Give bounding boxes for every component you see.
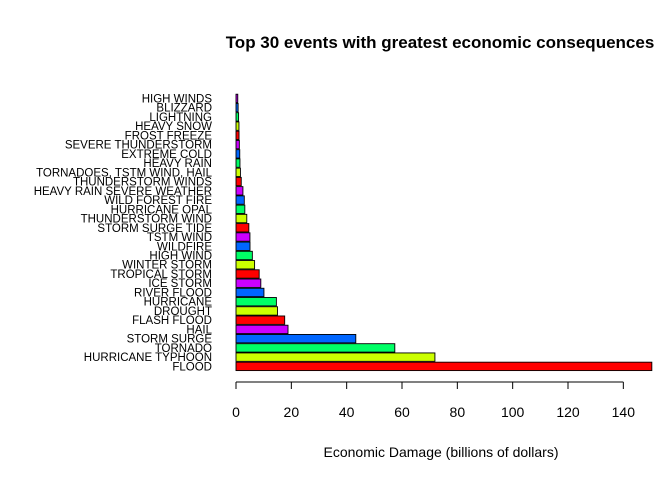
bar-heavy-rain: [235, 158, 241, 168]
bars-group: [235, 93, 653, 372]
bar-storm-surge-tide: [235, 223, 250, 233]
bar-thunderstorm-wind: [235, 213, 248, 224]
category-label: FLOOD: [172, 361, 212, 373]
category-label: THUNDERSTORM WIND: [81, 214, 212, 226]
bar-tstm-wind: [235, 232, 251, 242]
bar-drought: [235, 306, 278, 316]
category-label: HURRICANE TYPHOON: [84, 352, 212, 364]
bar-tropical-storm: [235, 269, 260, 279]
category-label: HURRICANE OPAL: [111, 204, 213, 216]
x-tick-label: 60: [394, 404, 410, 420]
bar-lightning: [235, 112, 240, 122]
category-label: FLASH FLOOD: [132, 315, 212, 327]
category-label: ICE STORM: [148, 278, 212, 290]
category-label: LIGHTNING: [149, 112, 212, 124]
bar-hurricane-opal: [235, 204, 246, 214]
bar-flood: [235, 361, 653, 372]
bar-tornado: [235, 343, 396, 353]
x-tick-label: 140: [612, 404, 636, 420]
bar-heavy-snow: [235, 121, 240, 131]
category-label: RIVER FLOOD: [134, 287, 212, 299]
bar-high-winds: [235, 93, 239, 104]
bar-hurricane: [235, 297, 277, 307]
category-label: HURRICANE: [144, 297, 213, 309]
x-tick-label: 80: [450, 404, 466, 420]
category-label: WILDFIRE: [157, 241, 212, 253]
bar-flash-flood: [235, 315, 286, 325]
category-label: HEAVY RAIN SEVERE WEATHER: [34, 186, 212, 198]
bar-river-flood: [235, 287, 265, 298]
category-label: TROPICAL STORM: [110, 269, 212, 281]
bar-heavy-rain-severe-weather: [235, 186, 244, 196]
bar-thunderstorm-winds: [235, 176, 242, 187]
x-axis-title: Economic Damage (billions of dollars): [324, 444, 559, 460]
bar-blizzard: [235, 103, 239, 113]
category-label: HIGH WINDS: [142, 93, 213, 105]
x-tick-label: 120: [556, 404, 580, 420]
x-tick-label: 20: [284, 404, 300, 420]
bar-severe-thunderstorm: [235, 139, 240, 150]
x-axis: 0 20 40 60 80 100 120 140: [232, 381, 636, 420]
bar-high-wind: [235, 250, 253, 261]
category-label: WINTER STORM: [122, 260, 212, 272]
category-label: FROST FREEZE: [125, 130, 213, 142]
bar-hurricane-typhoon: [235, 352, 436, 362]
bar-tornadoes-tstm-wind-hail: [235, 167, 241, 177]
bar-frost-freeze: [235, 130, 240, 141]
category-label: HAIL: [186, 324, 212, 336]
bar-wildfire: [235, 241, 251, 251]
bar-hail: [235, 324, 289, 335]
category-label: HIGH WIND: [149, 251, 212, 263]
category-label: SEVERE THUNDERSTORM: [65, 140, 212, 152]
chart-title: Top 30 events with greatest economic con…: [226, 33, 655, 52]
category-label: TORNADOES, TSTM WIND, HAIL: [36, 167, 213, 179]
category-label: TORNADO: [155, 343, 212, 355]
bar-ice-storm: [235, 278, 262, 288]
category-label: HEAVY SNOW: [135, 121, 212, 133]
category-label: TSTM WIND: [147, 232, 212, 244]
bar-storm-surge: [235, 334, 357, 344]
x-tick-label: 40: [339, 404, 355, 420]
category-label: BLIZZARD: [156, 103, 212, 115]
category-label: THUNDERSTORM WINDS: [73, 177, 212, 189]
x-tick-label: 100: [501, 404, 525, 420]
category-label: HEAVY RAIN: [143, 158, 212, 170]
bar-extreme-cold: [235, 149, 241, 159]
x-tick-label: 0: [232, 404, 240, 420]
category-label: STORM SURGE: [127, 334, 213, 346]
category-label: WILD FOREST FIRE: [104, 195, 212, 207]
bar-winter-storm: [235, 260, 256, 270]
bar-wild-forest-fire: [235, 195, 245, 205]
category-label: DROUGHT: [154, 306, 212, 318]
category-label: STORM SURGE TIDE: [97, 223, 212, 235]
category-label: EXTREME COLD: [121, 149, 212, 161]
